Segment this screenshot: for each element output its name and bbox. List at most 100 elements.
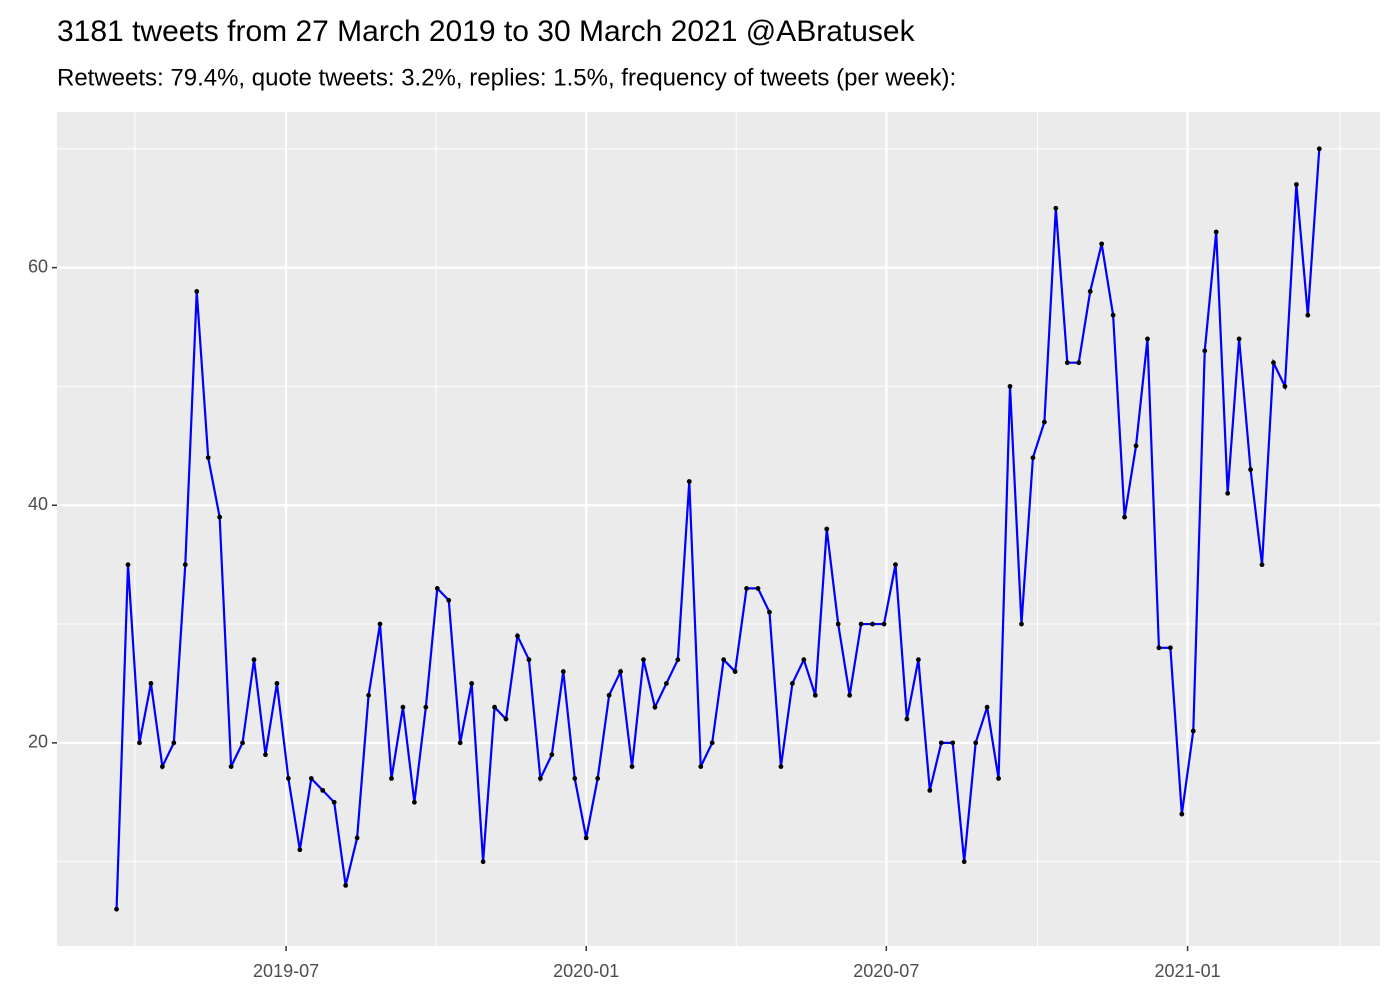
data-point — [114, 906, 119, 912]
y-tick-label: 40 — [28, 494, 48, 514]
data-point — [194, 288, 200, 294]
data-point — [1030, 455, 1036, 461]
data-point — [1225, 490, 1231, 496]
data-point — [492, 704, 497, 710]
series-line — [115, 148, 1321, 910]
data-point — [228, 764, 234, 770]
data-point — [503, 716, 509, 722]
y-tick-label: 20 — [28, 732, 48, 752]
data-point — [618, 669, 623, 674]
data-point — [526, 657, 532, 663]
data-point — [366, 692, 371, 698]
data-point — [893, 562, 898, 568]
data-point — [812, 692, 818, 698]
data-point — [824, 526, 830, 532]
data-point — [400, 704, 406, 710]
data-point — [125, 562, 131, 568]
data-point — [320, 787, 326, 793]
data-point — [377, 621, 383, 627]
data-point — [560, 669, 566, 674]
data-point — [686, 479, 692, 484]
data-point — [698, 764, 704, 770]
data-point — [767, 609, 772, 615]
data-point — [446, 597, 452, 603]
data-point — [1087, 288, 1093, 294]
data-point — [675, 657, 681, 663]
x-tick-label: 2020-01 — [553, 961, 619, 981]
data-point — [709, 740, 715, 746]
data-point — [251, 657, 257, 663]
data-point — [1259, 562, 1265, 568]
data-point — [457, 740, 463, 746]
data-point — [1316, 146, 1322, 152]
data-point — [1053, 205, 1059, 211]
data-point — [835, 621, 841, 627]
data-point — [434, 586, 440, 591]
data-point — [1282, 384, 1288, 389]
data-point — [778, 764, 784, 770]
data-point — [423, 704, 429, 710]
data-point — [1019, 621, 1024, 627]
data-point — [354, 835, 360, 841]
data-point — [755, 586, 761, 591]
data-point — [961, 859, 967, 865]
chart-subtitle: Retweets: 79.4%, quote tweets: 3.2%, rep… — [57, 64, 956, 91]
data-point — [469, 681, 475, 686]
data-point — [847, 692, 853, 698]
data-point — [1179, 811, 1185, 817]
data-point — [1167, 645, 1173, 651]
data-point — [1248, 467, 1253, 472]
data-point — [881, 621, 887, 627]
data-point — [1202, 348, 1208, 354]
x-tick-label: 2021-01 — [1155, 961, 1221, 981]
data-point — [1064, 360, 1070, 366]
data-point — [263, 752, 268, 758]
data-point — [1041, 419, 1047, 425]
data-point — [801, 657, 807, 663]
data-point — [1293, 182, 1299, 187]
data-point — [629, 764, 635, 770]
data-point — [274, 681, 280, 686]
data-point — [549, 752, 555, 758]
data-point — [641, 657, 646, 663]
data-point — [285, 776, 291, 781]
y-tick-label: 60 — [28, 256, 48, 276]
data-point — [343, 883, 349, 888]
data-point — [1099, 241, 1105, 247]
plot-panel — [57, 112, 1380, 946]
data-point — [583, 835, 589, 841]
data-point — [915, 657, 921, 663]
data-point — [744, 586, 749, 591]
data-point — [205, 455, 211, 461]
data-point — [1076, 360, 1082, 366]
data-point — [1305, 312, 1311, 318]
data-point — [789, 681, 795, 686]
data-point — [984, 704, 990, 710]
data-point — [1145, 336, 1150, 342]
data-point — [148, 681, 154, 686]
data-point — [1007, 384, 1013, 389]
data-point — [663, 681, 669, 686]
data-point — [137, 740, 142, 746]
data-point — [996, 776, 1001, 781]
data-point — [732, 669, 738, 674]
data-point — [537, 776, 543, 781]
data-point — [308, 776, 314, 781]
data-point — [572, 776, 578, 781]
data-point — [973, 740, 979, 746]
x-tick-label: 2020-07 — [853, 961, 919, 981]
data-point — [297, 847, 303, 853]
data-point — [331, 799, 337, 805]
data-point — [595, 776, 601, 781]
data-point — [870, 621, 875, 627]
data-point — [606, 692, 612, 698]
data-point — [927, 787, 933, 793]
chart-title: 3181 tweets from 27 March 2019 to 30 Mar… — [57, 15, 916, 48]
data-point — [652, 704, 658, 710]
data-point — [1122, 514, 1127, 520]
data-point — [1190, 728, 1196, 734]
data-point — [721, 657, 727, 663]
data-point — [1133, 443, 1139, 449]
